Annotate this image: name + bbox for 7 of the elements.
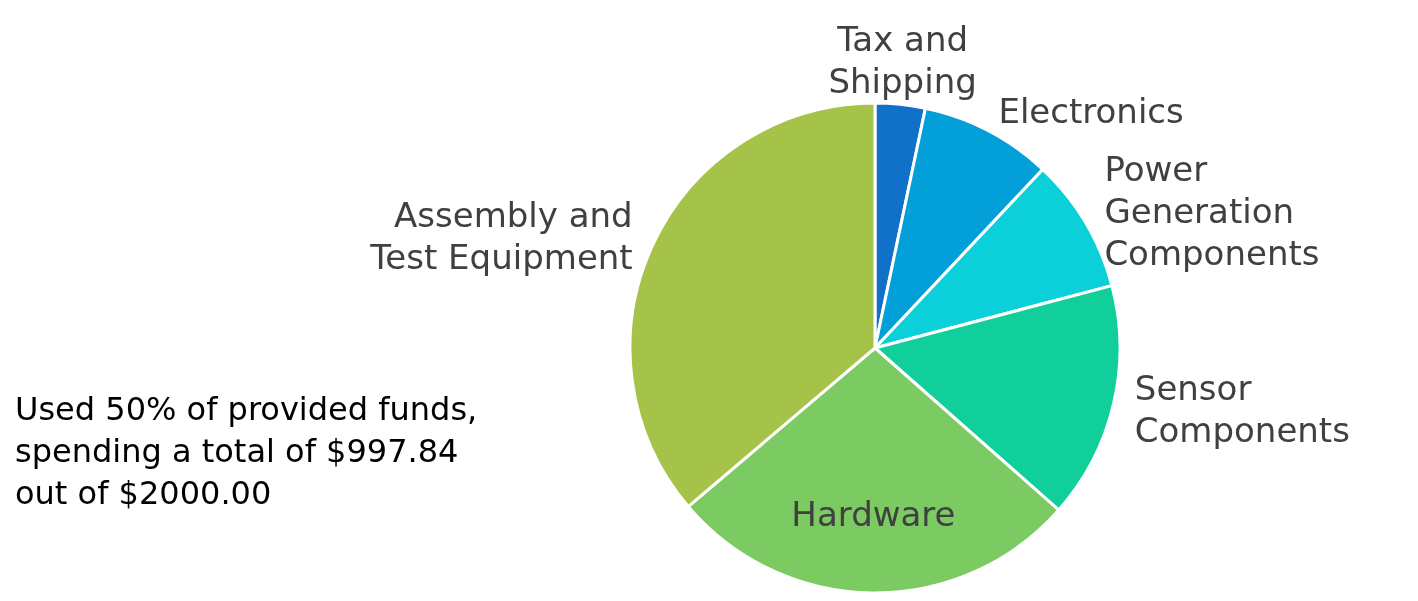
slice-label: Sensor Components	[1134, 368, 1350, 451]
text: Used 50% of provided funds, spending a total of $997.84 out of $2000.00	[15, 390, 478, 512]
slice-label: Assembly and Test Equipment	[369, 194, 633, 277]
slice-label: Tax and Shipping	[828, 18, 977, 101]
slice-label: Electronics	[998, 91, 1184, 132]
slice-label: Hardware	[791, 494, 956, 535]
slice-label: Power Generation Components	[1104, 149, 1320, 274]
